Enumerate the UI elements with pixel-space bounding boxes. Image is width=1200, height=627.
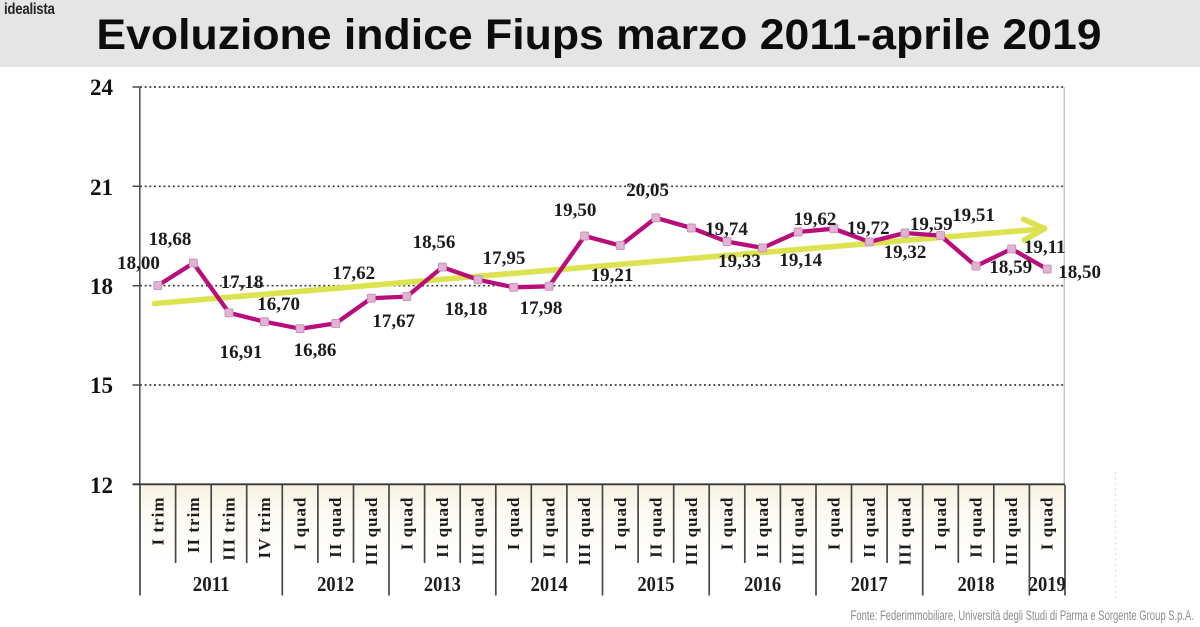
svg-text:III quad: III quad (789, 497, 808, 566)
svg-text:I quad: I quad (397, 497, 416, 551)
svg-text:2013: 2013 (424, 572, 461, 596)
svg-text:II quad: II quad (860, 497, 879, 558)
svg-text:2014: 2014 (531, 572, 568, 596)
svg-text:II quad: II quad (326, 497, 345, 558)
svg-text:III quad: III quad (362, 497, 381, 566)
svg-text:II quad: II quad (967, 497, 986, 558)
svg-text:I quad: I quad (291, 497, 310, 551)
svg-text:II quad: II quad (646, 497, 665, 558)
svg-text:2019: 2019 (1029, 572, 1066, 596)
svg-text:II quad: II quad (753, 497, 772, 558)
svg-text:I quad: I quad (931, 497, 950, 551)
svg-text:2018: 2018 (958, 572, 995, 596)
svg-text:2016: 2016 (744, 572, 781, 596)
svg-text:III quad: III quad (1002, 497, 1021, 566)
svg-text:II quad: II quad (540, 497, 559, 558)
svg-text:I trim: I trim (148, 497, 167, 546)
svg-text:II trim: II trim (184, 497, 203, 554)
svg-text:II quad: II quad (433, 497, 452, 558)
svg-text:I quad: I quad (824, 497, 843, 551)
svg-text:2015: 2015 (637, 572, 674, 596)
svg-text:I quad: I quad (718, 497, 737, 551)
svg-text:I quad: I quad (1038, 497, 1057, 551)
svg-text:III quad: III quad (469, 497, 488, 566)
svg-text:III quad: III quad (575, 497, 594, 566)
svg-text:III quad: III quad (895, 497, 914, 566)
svg-text:2017: 2017 (851, 572, 888, 596)
svg-text:I quad: I quad (611, 497, 630, 551)
svg-text:III quad: III quad (682, 497, 701, 566)
svg-text:I quad: I quad (504, 497, 523, 551)
svg-text:III trim: III trim (219, 497, 238, 561)
svg-text:2012: 2012 (317, 572, 354, 596)
svg-text:2011: 2011 (193, 572, 230, 596)
svg-text:IV trim: IV trim (255, 497, 274, 559)
